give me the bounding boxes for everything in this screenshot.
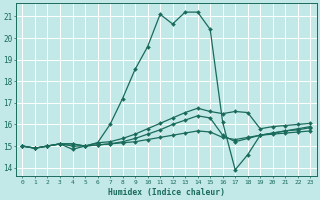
X-axis label: Humidex (Indice chaleur): Humidex (Indice chaleur) [108,188,225,197]
